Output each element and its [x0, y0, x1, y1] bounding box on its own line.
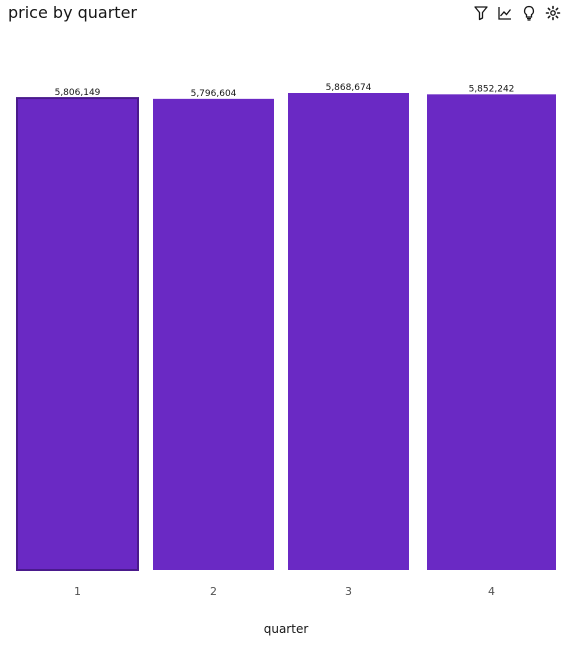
bar-quarter-2[interactable]	[153, 98, 274, 570]
x-axis-title: quarter	[264, 622, 309, 636]
settings-gear-icon[interactable]	[544, 4, 562, 22]
data-label-quarter-2: 5,796,604	[191, 89, 237, 99]
insight-bulb-icon[interactable]	[520, 4, 538, 22]
bar-quarter-3[interactable]	[288, 93, 409, 570]
data-label-quarter-1: 5,806,149	[55, 88, 101, 98]
filter-icon[interactable]	[472, 4, 490, 22]
trend-line-icon[interactable]	[496, 4, 514, 22]
chart-toolbar	[472, 4, 562, 22]
x-tick-label: 2	[210, 585, 217, 598]
chart-title: price by quarter	[8, 3, 137, 22]
bar-quarter-4[interactable]	[427, 94, 556, 571]
x-tick-label: 1	[74, 585, 81, 598]
data-label-quarter-4: 5,852,242	[469, 84, 515, 94]
x-tick-label: 4	[488, 585, 495, 598]
bar-quarter-1[interactable]	[16, 97, 139, 571]
data-label-quarter-3: 5,868,674	[326, 83, 372, 93]
x-tick-label: 3	[345, 585, 352, 598]
